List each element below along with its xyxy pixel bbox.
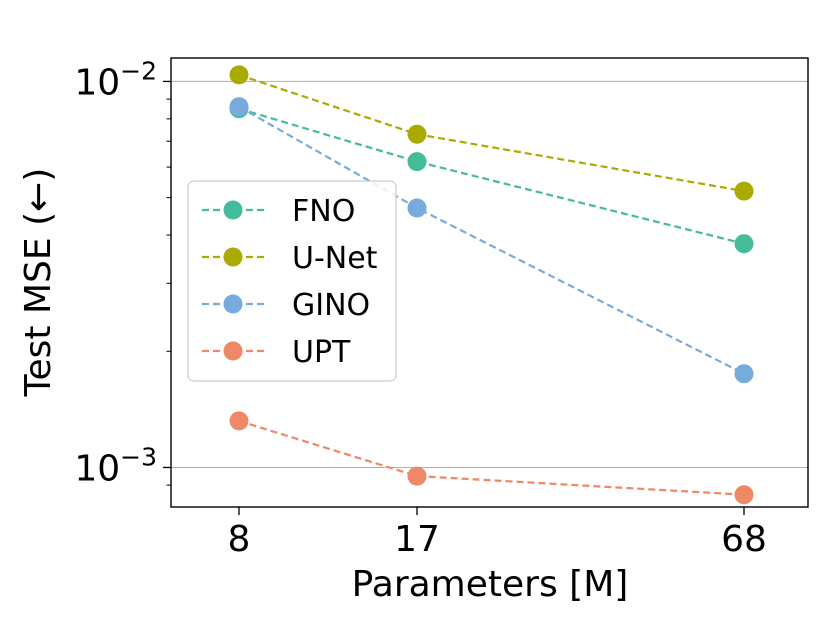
x-axis: 8 17 68 (228, 507, 767, 560)
series-layer (229, 65, 754, 505)
legend-item: FNO (202, 194, 355, 229)
x-tick-label: 17 (394, 519, 440, 560)
legend-item: GINO (202, 288, 370, 323)
data-point (407, 198, 427, 218)
series-line (238, 73, 745, 193)
y-tick-label: 10−2 (74, 56, 157, 103)
y-tick-label-exponent: −2 (120, 56, 157, 85)
legend-item: U-Net (202, 241, 378, 276)
axes-frame (170, 57, 809, 508)
series-gino (229, 97, 754, 384)
x-tick-label: 68 (721, 519, 767, 560)
legend-label: FNO (292, 194, 355, 229)
data-point (229, 97, 249, 117)
y-tick-label-base: 10 (74, 448, 120, 489)
y-tick-label: 10−3 (74, 442, 157, 489)
y-axis-label: Test MSE (←) (18, 168, 59, 398)
grid (171, 80, 808, 468)
y-tick-label-base: 10 (74, 62, 120, 103)
series-line (238, 419, 745, 496)
legend-marker (223, 247, 243, 267)
data-point (229, 411, 249, 431)
data-point (734, 364, 754, 384)
legend-label: UPT (292, 335, 351, 370)
data-point (734, 485, 754, 505)
series-line (238, 107, 745, 245)
data-point (407, 124, 427, 144)
series-u-net (229, 65, 754, 201)
data-point (229, 65, 249, 85)
data-point (407, 466, 427, 486)
legend-marker (223, 200, 243, 220)
legend-marker (223, 341, 243, 361)
data-point (407, 152, 427, 172)
y-tick-label-exponent: −3 (120, 442, 157, 471)
x-tick-label: 8 (228, 519, 251, 560)
y-axis: 10−210−3 (74, 56, 171, 489)
legend-label: U-Net (292, 241, 378, 276)
legend-frame (187, 180, 397, 382)
legend-label: GINO (292, 288, 370, 323)
series-upt (229, 411, 754, 505)
data-point (734, 181, 754, 201)
x-axis-label: Parameters [M] (352, 564, 629, 605)
legend-item: UPT (202, 335, 351, 370)
data-point (734, 234, 754, 254)
legend-marker (223, 294, 243, 314)
legend: FNO U-Net GINO UPT (187, 180, 397, 382)
